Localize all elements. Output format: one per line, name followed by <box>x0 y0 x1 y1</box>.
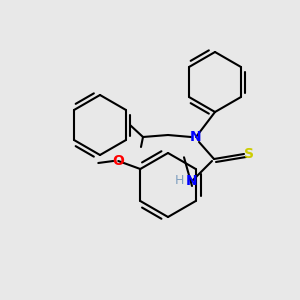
Text: O: O <box>112 154 124 168</box>
Text: N: N <box>190 130 202 144</box>
Text: H: H <box>175 175 184 188</box>
Text: S: S <box>244 147 254 161</box>
Text: N: N <box>186 174 198 188</box>
